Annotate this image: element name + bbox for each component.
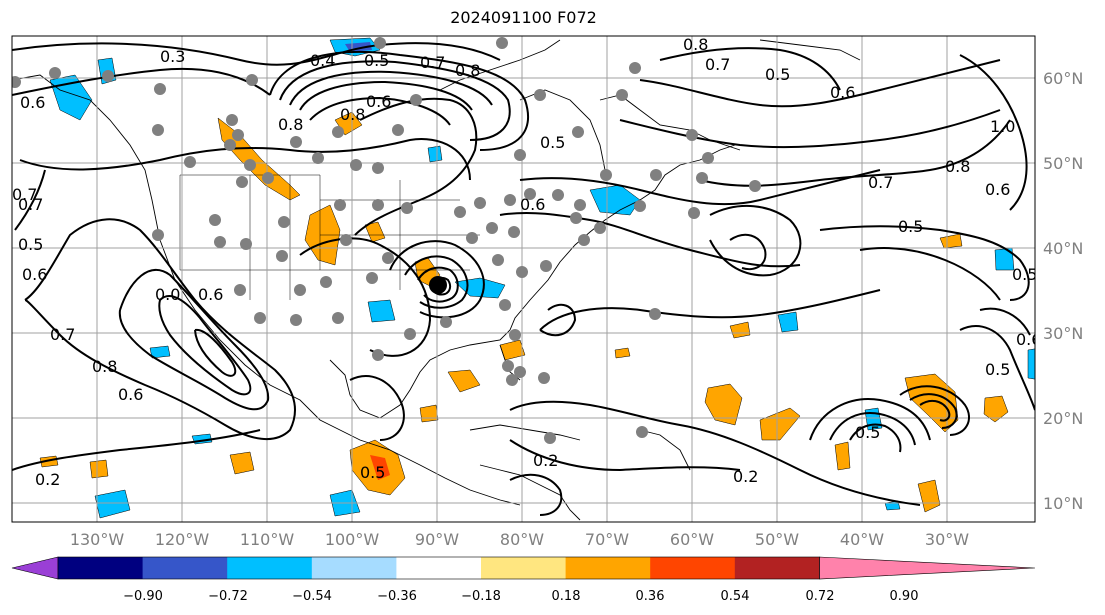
contour-lines	[12, 42, 1035, 516]
colorbar-tick-label: −0.90	[123, 589, 163, 604]
lon-label: 120°W	[155, 530, 210, 549]
contour-label: 0.8	[683, 35, 708, 54]
lat-label: 40°N	[1043, 239, 1083, 258]
lon-label: 80°W	[500, 530, 544, 549]
colorbar-segment	[311, 557, 397, 579]
contour-label: 0.5	[540, 133, 565, 152]
contour-label: 0.2	[35, 470, 60, 489]
lat-label: 20°N	[1043, 409, 1083, 428]
contour-label: 0.8	[945, 157, 970, 176]
contour-label: 0.8	[92, 357, 117, 376]
contour-label: 0.3	[160, 47, 185, 66]
contour-label: 0.8	[455, 61, 480, 80]
colorbar-tick-label: 0.72	[806, 589, 835, 604]
contour-label: 0.8	[340, 105, 365, 124]
colorbar-tick-label: 0.90	[890, 589, 919, 604]
contour-label: 0.6	[20, 93, 45, 112]
contour-label: 0.5	[985, 360, 1010, 379]
contour-labels: 0.3 0.4 0.5 0.7 0.8 0.6 0.8 0.5 0.8 0.7 …	[12, 35, 1041, 489]
lon-label: 110°W	[240, 530, 295, 549]
colorbar-segment	[58, 557, 144, 579]
lon-label: 60°W	[670, 530, 714, 549]
lon-label: 30°W	[925, 530, 969, 549]
colorbar-tick-label: −0.54	[292, 589, 332, 604]
colorbar-tick-label: 0.36	[636, 589, 665, 604]
colorbar-tick-label: 0.54	[721, 589, 750, 604]
colorbar-outline	[57, 556, 820, 580]
colorbar-tick-label: 0.18	[552, 589, 581, 604]
map-title: 2024091100 F072	[450, 8, 597, 27]
contour-label: 0.2	[733, 467, 758, 486]
latitude-labels: 60°N 50°N 40°N 30°N 20°N 10°N	[1043, 69, 1083, 513]
contour-label: 0.7	[868, 173, 893, 192]
contour-label: 0.7	[18, 195, 43, 214]
contour-label: 0.7	[12, 185, 37, 204]
contour-label: 0.5	[18, 235, 43, 254]
contour-label: 0.6	[22, 265, 47, 284]
colorbar-ticks: −0.90 −0.72 −0.54 −0.36 −0.18 0.18 0.36 …	[123, 589, 918, 604]
colorbar-segment	[142, 557, 228, 579]
contour-label: 0.5	[1012, 265, 1037, 284]
colorbar-extend-low	[11, 556, 59, 580]
contour-label: 0.6	[198, 285, 223, 304]
contour-label: 0.5	[855, 423, 880, 442]
colorbar-segment	[650, 557, 736, 579]
contour-label: 0.8	[278, 115, 303, 134]
lon-label: 50°W	[755, 530, 799, 549]
colorbar-segment	[396, 557, 482, 579]
contour-label: 0.7	[705, 55, 730, 74]
colorbar-segment	[481, 557, 567, 579]
cyclone-center-marker	[429, 276, 447, 294]
colorbar-tick-label: −0.72	[208, 589, 248, 604]
contour-label: 0.0	[155, 285, 180, 304]
colorbar-segment	[734, 557, 820, 579]
lon-label: 90°W	[415, 530, 459, 549]
lat-label: 30°N	[1043, 324, 1083, 343]
contour-label: 0.6	[830, 83, 855, 102]
contour-label: 1.0	[990, 117, 1015, 136]
colorbar-segment	[565, 557, 651, 579]
contour-label: 0.7	[420, 53, 445, 72]
contour-label: 0.5	[765, 65, 790, 84]
colorbar	[11, 556, 1036, 580]
lon-label: 130°W	[70, 530, 125, 549]
contour-label: 0.6	[985, 180, 1010, 199]
lon-label: 100°W	[325, 530, 380, 549]
colorbar-tick-label: −0.18	[461, 589, 501, 604]
colorbar-segment	[227, 557, 313, 579]
lat-label: 60°N	[1043, 69, 1083, 88]
colorbar-extend-high	[819, 556, 1036, 580]
contour-label: 0.4	[310, 51, 335, 70]
contour-label: 0.6	[1016, 330, 1041, 349]
contour-label: 0.5	[360, 463, 385, 482]
lat-label: 50°N	[1043, 154, 1083, 173]
longitude-labels: 130°W 120°W 110°W 100°W 90°W 80°W 70°W 6…	[70, 530, 969, 549]
contour-label: 0.2	[533, 451, 558, 470]
contour-label: 0.5	[898, 217, 923, 236]
lat-label: 10°N	[1043, 494, 1083, 513]
map-frame	[11, 35, 1036, 523]
contour-label: 0.6	[520, 195, 545, 214]
lon-label: 70°W	[585, 530, 629, 549]
contour-label: 0.5	[364, 51, 389, 70]
graticule	[12, 36, 1035, 522]
station-markers	[12, 37, 761, 444]
contour-label: 0.6	[366, 92, 391, 111]
lon-label: 40°W	[840, 530, 884, 549]
contour-label: 0.6	[118, 385, 143, 404]
contour-label: 0.7	[50, 325, 75, 344]
colorbar-tick-label: −0.36	[377, 589, 417, 604]
